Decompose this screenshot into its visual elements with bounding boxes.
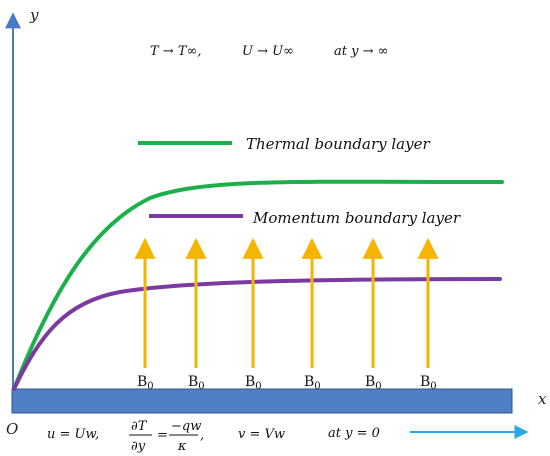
svg-text:κ: κ xyxy=(177,439,187,454)
field-label: B0 xyxy=(304,374,321,392)
magnetic-field-arrows: B0 B0 B0 B0 B0 B0 xyxy=(134,237,439,392)
wall-condition: u = Uw, ∂T ∂y = −qw κ , v = Vw at y = 0 xyxy=(47,419,380,454)
legend-momentum: Momentum boundary layer xyxy=(149,209,461,227)
svg-text:U → U∞: U → U∞ xyxy=(242,44,294,59)
legend-momentum-label: Momentum boundary layer xyxy=(252,209,461,227)
wall-plate xyxy=(11,388,513,414)
field-label: B0 xyxy=(137,374,154,392)
svg-text:at y = 0: at y = 0 xyxy=(328,426,380,441)
field-label: B0 xyxy=(365,374,382,392)
origin-label: O xyxy=(6,420,18,438)
y-axis-label: y xyxy=(29,6,39,24)
svg-text:u = Uw,: u = Uw, xyxy=(47,427,99,442)
svg-text:v = Vw: v = Vw xyxy=(238,427,285,442)
legend-thermal-label: Thermal boundary layer xyxy=(246,135,430,153)
thermal-boundary-layer-curve xyxy=(12,179,504,391)
svg-text:at y → ∞: at y → ∞ xyxy=(334,44,388,59)
field-label: B0 xyxy=(245,374,262,392)
field-label: B0 xyxy=(188,374,205,392)
svg-text:−qw: −qw xyxy=(171,419,201,434)
x-axis-label: x xyxy=(538,390,547,408)
svg-text:,: , xyxy=(200,428,204,443)
svg-text:∂y: ∂y xyxy=(131,439,146,454)
far-field-condition: T → T∞, U → U∞ at y → ∞ xyxy=(150,44,388,59)
svg-text:=: = xyxy=(157,428,168,443)
svg-text:∂T: ∂T xyxy=(131,419,148,434)
field-label: B0 xyxy=(420,374,437,392)
svg-text:T → T∞,: T → T∞, xyxy=(150,44,201,59)
legend-thermal: Thermal boundary layer xyxy=(138,135,430,153)
